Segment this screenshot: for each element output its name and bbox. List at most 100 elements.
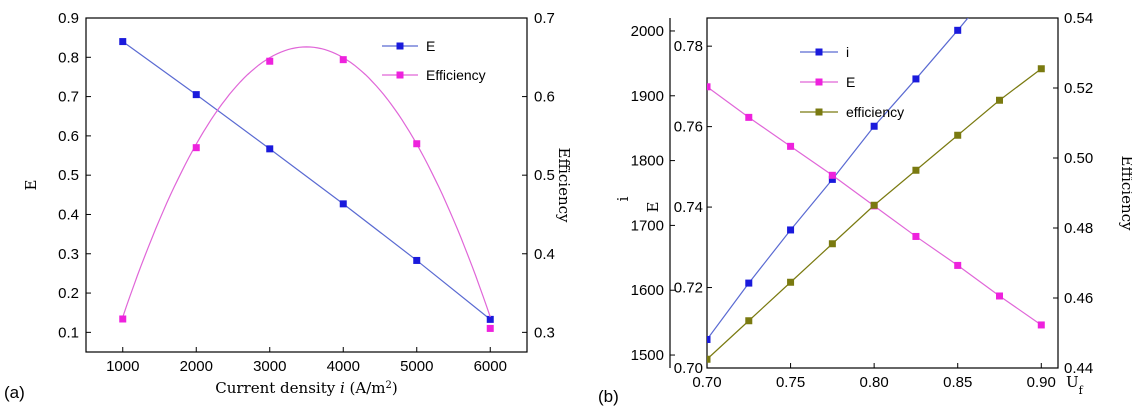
- i-tick-label: 1500: [631, 347, 664, 364]
- E-tick-label: 0.74: [674, 199, 703, 216]
- data-point-E: [954, 261, 962, 269]
- x-tick-label: 0.85: [943, 374, 972, 391]
- y2-axis-label: Efficiency: [1118, 155, 1132, 231]
- x-axis-label-part: i: [340, 379, 345, 397]
- plot-area-b: [707, 18, 1045, 363]
- data-point-E: [828, 171, 836, 179]
- y2-tick-label: 0.4: [534, 246, 555, 263]
- legend-label-i: i: [846, 44, 849, 60]
- data-point-E: [339, 200, 347, 208]
- x-tick-label: 3000: [253, 358, 286, 375]
- chart-panel-a: 1000 2000 3000 4000 5000 6000 0.1 0.2 0.3 0.4 0.5 0…: [4, 10, 573, 402]
- x-tick-label: 0.90: [1027, 374, 1056, 391]
- series-line-E: [122, 41, 491, 320]
- E-tick-label: 0.72: [674, 280, 703, 297]
- legend-marker-i: [815, 48, 823, 56]
- y2-tick-label: 0.7: [534, 10, 555, 27]
- y2-tick-label: 0.46: [1064, 290, 1093, 307]
- panel-label-b: (b): [598, 387, 619, 406]
- plot-frame-b: [706, 17, 1059, 369]
- data-point-efficiency: [828, 240, 836, 248]
- y-axis-label: E: [22, 180, 40, 191]
- data-point-i: [787, 226, 795, 234]
- x-axis-label-sub: f: [1079, 384, 1084, 397]
- data-point-efficiency: [707, 355, 711, 363]
- i-tick-label: 1600: [631, 282, 664, 299]
- data-point-i: [912, 75, 920, 83]
- data-point-efficiency: [787, 278, 795, 286]
- data-point-E: [119, 38, 127, 46]
- data-point-i: [707, 335, 711, 343]
- legend-label-efficiency: Efficiency: [426, 67, 486, 83]
- data-point-efficiency: [413, 140, 421, 148]
- data-point-E: [912, 232, 920, 240]
- panel-label-a: (a): [4, 383, 25, 402]
- series-fit-efficiency: [122, 46, 491, 318]
- E-tick-label: 0.78: [674, 38, 703, 55]
- y-tick-label: 0.6: [58, 128, 79, 145]
- data-point-i: [745, 279, 753, 287]
- y-tick-label: 0.3: [58, 246, 79, 263]
- plot-frame-a: [85, 17, 528, 353]
- data-point-efficiency: [912, 166, 920, 174]
- data-point-E: [1037, 321, 1045, 329]
- y2-tick-label: 0.3: [534, 324, 555, 341]
- x-tick-label: 0.80: [860, 374, 889, 391]
- x-tick-label: 4000: [327, 358, 360, 375]
- legend-marker-efficiency: [815, 108, 823, 116]
- y2-tick-label: 0.54: [1064, 10, 1093, 27]
- y2-tick-label: 0.6: [534, 89, 555, 106]
- i-tick-label: 1900: [631, 88, 664, 105]
- E-axis-label: E: [644, 202, 662, 213]
- x-axis-label-part: ): [392, 379, 398, 397]
- x-tick-label: 6000: [474, 358, 507, 375]
- data-point-efficiency: [339, 56, 347, 64]
- data-point-E: [192, 91, 200, 99]
- legend-label-E: E: [426, 38, 435, 54]
- legend-marker-E: [396, 42, 404, 50]
- data-point-i: [870, 122, 878, 130]
- data-point-i: [954, 26, 962, 34]
- E-tick-label: 0.70: [674, 360, 703, 377]
- i-tick-label: 2000: [631, 23, 664, 40]
- i-tick-label: 1700: [631, 217, 664, 234]
- i-tick-label: 1800: [631, 153, 664, 170]
- y-tick-label: 0.1: [58, 324, 79, 341]
- x-axis-label-part: (A/m: [345, 379, 386, 397]
- x-tick-label: 2000: [180, 358, 213, 375]
- x-tick-label: 1000: [106, 358, 139, 375]
- x-axis-label: Current density i (A/m2): [215, 379, 398, 397]
- y2-tick-label: 0.48: [1064, 220, 1093, 237]
- data-point-E: [745, 113, 753, 121]
- y2-tick-label: 0.50: [1064, 150, 1093, 167]
- chart-panel-b: 0.70 0.75 0.80 0.85 0.90 1500 1600 1700 1800 1900…: [598, 10, 1132, 406]
- data-point-E: [787, 142, 795, 150]
- E-tick-label: 0.76: [674, 119, 703, 136]
- data-point-E: [413, 256, 421, 264]
- data-point-efficiency: [119, 315, 127, 323]
- x-tick-label: 5000: [400, 358, 433, 375]
- y-tick-label: 0.5: [58, 167, 79, 184]
- x-axis-label-part: 2: [386, 380, 392, 391]
- x-axis-label-main: U: [1066, 373, 1079, 391]
- y2-axis-label: Efficiency: [555, 147, 573, 223]
- data-point-E: [486, 315, 494, 323]
- x-axis-label-part: Current density: [215, 379, 340, 397]
- y-tick-label: 0.9: [58, 10, 79, 27]
- legend-label-efficiency: efficiency: [846, 104, 904, 120]
- data-point-efficiency: [745, 317, 753, 325]
- y2-tick-label: 0.44: [1064, 360, 1093, 377]
- data-point-E: [996, 292, 1003, 300]
- x-tick-label: 0.75: [776, 374, 805, 391]
- x-axis-label: Uf: [1066, 373, 1084, 397]
- legend-label-E: E: [846, 74, 855, 90]
- data-point-efficiency: [1037, 65, 1045, 73]
- data-point-efficiency: [870, 201, 878, 209]
- data-point-efficiency: [996, 96, 1003, 104]
- y2-tick-label: 0.52: [1064, 80, 1093, 97]
- i-axis-label: i: [614, 196, 632, 201]
- y-tick-label: 0.4: [58, 206, 79, 223]
- y-tick-label: 0.8: [58, 49, 79, 66]
- data-point-E: [266, 145, 274, 153]
